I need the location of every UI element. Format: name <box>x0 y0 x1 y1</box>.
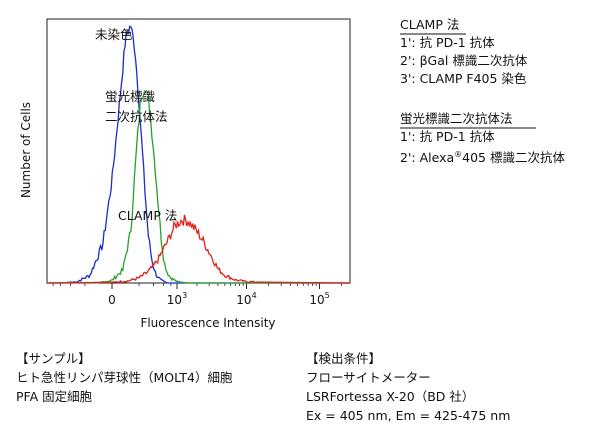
x-tick-label: 104 <box>236 291 256 307</box>
series-group <box>47 25 350 284</box>
y-axis-label: Number of Cells <box>19 102 33 198</box>
conditions-title: 【検出条件】 <box>306 351 382 366</box>
series-line-3 <box>47 214 350 284</box>
label-clamp: CLAMP 法 <box>118 208 177 223</box>
series-line-1 <box>47 25 350 284</box>
legend-clamp-step2: 2': βGal 標識二次抗体 <box>400 53 528 68</box>
legend-secondary-step2-prefix: 2': Alexa <box>400 150 455 166</box>
label-secondary-line1: 蛍光標識 <box>105 89 155 104</box>
sample-info: 【サンプル】 ヒト急性リンパ芽球性（MOLT4）細胞 PFA 固定細胞 <box>16 349 232 406</box>
legend-secondary-step2: 2': Alexa®405 標識二次抗体 <box>400 146 565 167</box>
conditions-line1: フローサイトメーター <box>306 370 431 385</box>
legend-secondary-title: 蛍光標識二次抗体法 <box>400 111 513 126</box>
sample-line1: ヒト急性リンパ芽球性（MOLT4）細胞 <box>16 370 233 385</box>
legend-secondary: 蛍光標識二次抗体法 1': 抗 PD-1 抗体 2': Alexa®405 標識… <box>400 110 565 167</box>
x-axis-label: Fluorescence Intensity <box>140 316 275 330</box>
x-tick-label: 105 <box>309 291 329 307</box>
legend-secondary-step2-suffix: 405 標識二次抗体 <box>462 150 565 166</box>
plot-frame <box>46 18 351 284</box>
series-line-2 <box>47 89 350 284</box>
legend-clamp-step3: 3': CLAMP F405 染色 <box>400 71 527 86</box>
legend-clamp-step1: 1': 抗 PD-1 抗体 <box>400 35 495 50</box>
legend-clamp-title: CLAMP 法 <box>400 17 460 32</box>
legend-clamp: CLAMP 法 1': 抗 PD-1 抗体 2': βGal 標識二次抗体 3'… <box>400 16 527 88</box>
label-secondary-line2: 二次抗体法 <box>105 109 168 124</box>
sample-title: 【サンプル】 <box>16 351 91 366</box>
conditions-line3: Ex = 405 nm, Em = 425-475 nm <box>306 408 511 423</box>
detection-conditions: 【検出条件】 フローサイトメーター LSRFortessa X-20（BD 社）… <box>306 349 510 425</box>
legend-clamp-rule <box>400 33 466 35</box>
x-tick-label: 103 <box>167 291 187 307</box>
legend-secondary-rule <box>400 127 536 129</box>
legend-secondary-step2-sup: ® <box>454 150 463 159</box>
sample-line2: PFA 固定細胞 <box>16 389 93 404</box>
x-tick-label: 0 <box>108 293 116 307</box>
conditions-line2: LSRFortessa X-20（BD 社） <box>306 389 475 404</box>
x-axis-ticks: 0 103 104 105 <box>52 283 343 307</box>
label-unstained: 未染色 <box>95 27 133 42</box>
legend-secondary-step1: 1': 抗 PD-1 抗体 <box>400 129 495 144</box>
